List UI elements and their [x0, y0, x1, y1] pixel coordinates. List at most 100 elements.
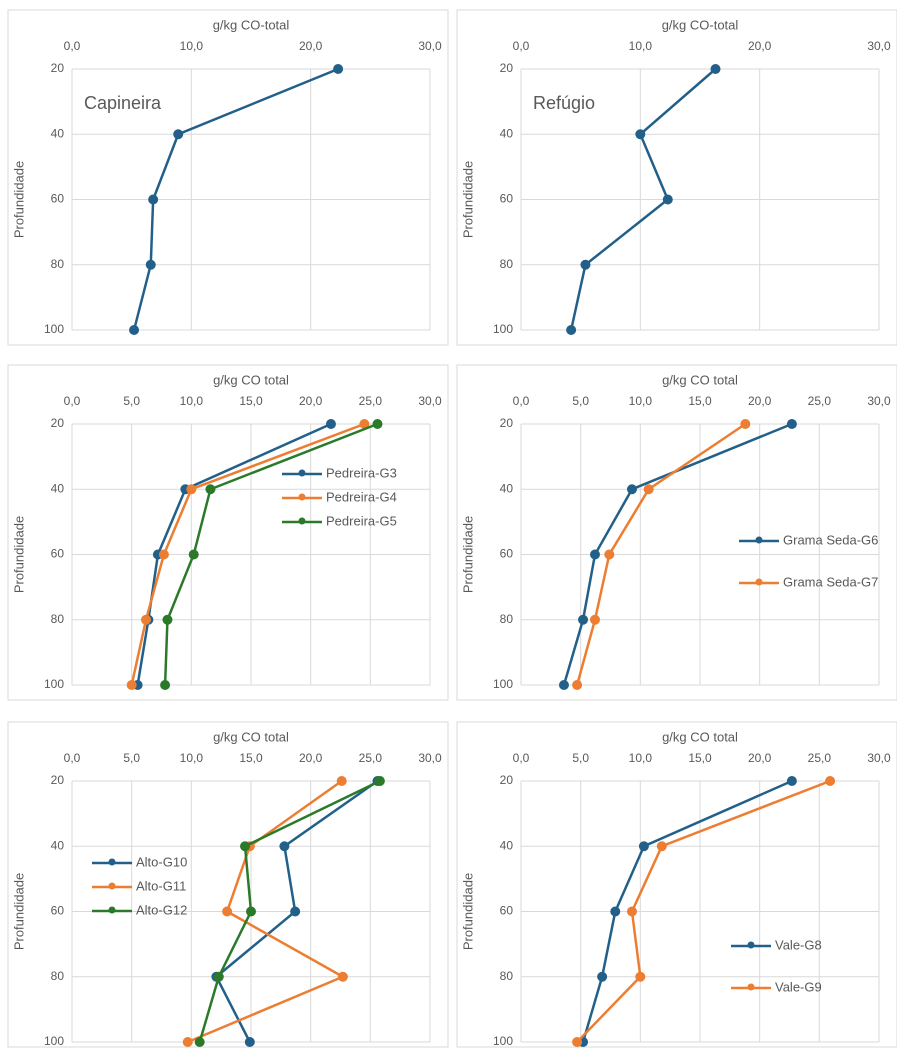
data-point: [572, 680, 583, 690]
y-tick-label: 20: [51, 773, 65, 787]
panel: 0,0 5,0 10,0 15,0 20,0 25,0 30,0 20 40 60 80 100 g/k…: [456, 364, 897, 701]
y-tick-label: 20: [500, 61, 514, 75]
legend-marker: [755, 536, 763, 544]
legend-label: Vale-G8: [775, 937, 822, 952]
x-tick-label: 30,0: [418, 394, 442, 408]
data-point: [148, 194, 159, 205]
data-point: [359, 419, 370, 429]
data-point: [374, 776, 385, 786]
legend-label: Grama Seda-G6: [783, 532, 878, 547]
y-tick-label: 80: [51, 612, 65, 626]
y-tick-label: 100: [44, 322, 64, 336]
data-point: [140, 614, 151, 625]
legend-label: Pedreira-G5: [326, 513, 397, 528]
y-tick-label: 100: [44, 677, 64, 691]
y-tick-label: 100: [44, 1034, 64, 1048]
y-tick-label: 60: [51, 547, 65, 561]
x-tick-label: 20,0: [299, 751, 323, 765]
data-point: [578, 614, 589, 625]
legend-marker: [755, 578, 763, 586]
x-tick-label: 10,0: [629, 394, 653, 408]
y-tick-label: 20: [500, 416, 514, 430]
x-tick-label: 30,0: [867, 394, 891, 408]
data-point: [160, 680, 171, 690]
y-tick-label: 100: [493, 677, 513, 691]
panel-border: [7, 364, 449, 701]
x-tick-label: 25,0: [808, 394, 832, 408]
x-tick-label: 15,0: [239, 751, 263, 765]
data-point: [290, 906, 301, 917]
data-point: [173, 129, 184, 140]
data-point: [572, 1037, 583, 1047]
data-point: [222, 906, 233, 917]
data-point: [597, 971, 608, 982]
panel: 0,0 5,0 10,0 15,0 20,0 25,0 30,0 20 40 60 80 100 g/k…: [7, 364, 449, 701]
data-point: [246, 906, 256, 917]
x-axis-label: g/kg CO-total: [213, 17, 290, 32]
y-tick-label: 100: [493, 1034, 513, 1048]
panel-border: [456, 364, 897, 701]
x-tick-label: 15,0: [688, 394, 712, 408]
data-point: [279, 841, 290, 852]
data-point: [182, 1037, 193, 1047]
x-tick-label: 10,0: [180, 394, 204, 408]
x-tick-label: 20,0: [299, 39, 323, 53]
x-tick-label: 30,0: [418, 751, 442, 765]
legend-label: Pedreira-G3: [326, 465, 397, 480]
data-point: [213, 971, 224, 982]
data-point: [145, 259, 156, 270]
data-point: [638, 841, 649, 852]
y-tick-label: 40: [51, 838, 65, 852]
annotation: Refúgio: [533, 93, 595, 113]
data-point: [372, 419, 383, 429]
x-tick-label: 15,0: [239, 394, 263, 408]
data-point: [337, 971, 348, 982]
data-point: [626, 906, 637, 917]
y-tick-label: 40: [500, 481, 514, 495]
panel-border: [456, 721, 897, 1048]
y-tick-label: 80: [500, 257, 514, 271]
x-tick-label: 25,0: [808, 751, 832, 765]
legend-label: Vale-G9: [775, 979, 822, 994]
panel: 0,0 5,0 10,0 15,0 20,0 25,0 30,0 20 40 60 80 100 g/k…: [7, 721, 449, 1048]
y-tick-label: 20: [51, 61, 65, 75]
y-tick-label: 20: [51, 416, 65, 430]
data-point: [656, 841, 667, 852]
x-axis-label: g/kg CO-total: [662, 17, 739, 32]
y-tick-label: 80: [51, 969, 65, 983]
data-point: [643, 484, 654, 495]
data-point: [158, 549, 169, 560]
y-axis-label: Profundidade: [11, 161, 26, 238]
y-tick-label: 20: [500, 773, 514, 787]
x-axis-label: g/kg CO total: [662, 372, 738, 387]
data-point: [825, 776, 836, 786]
y-tick-label: 80: [500, 612, 514, 626]
legend-marker: [747, 941, 755, 949]
data-point: [635, 971, 646, 982]
legend-marker: [298, 493, 306, 501]
x-tick-label: 20,0: [299, 394, 323, 408]
panel-border: [456, 9, 897, 346]
y-tick-label: 40: [51, 126, 65, 140]
legend-label: Alto-G10: [136, 854, 187, 869]
data-point: [129, 325, 140, 335]
data-point: [710, 64, 721, 74]
data-point: [580, 259, 591, 270]
legend-marker: [298, 469, 306, 477]
x-tick-label: 30,0: [867, 39, 891, 53]
data-point: [610, 906, 621, 917]
legend-label: Grama Seda-G7: [783, 574, 878, 589]
y-tick-label: 40: [51, 481, 65, 495]
data-point: [662, 194, 673, 205]
x-tick-label: 10,0: [629, 39, 653, 53]
data-point: [205, 484, 216, 495]
legend-label: Alto-G11: [136, 878, 186, 893]
data-point: [126, 680, 137, 690]
panel: 0,0 10,0 20,0 30,0 20 40 60 80 100 g/kg CO-total P…: [456, 9, 897, 346]
x-tick-label: 25,0: [359, 394, 383, 408]
y-tick-label: 60: [500, 192, 514, 206]
y-tick-label: 60: [500, 547, 514, 561]
x-tick-label: 25,0: [359, 751, 383, 765]
